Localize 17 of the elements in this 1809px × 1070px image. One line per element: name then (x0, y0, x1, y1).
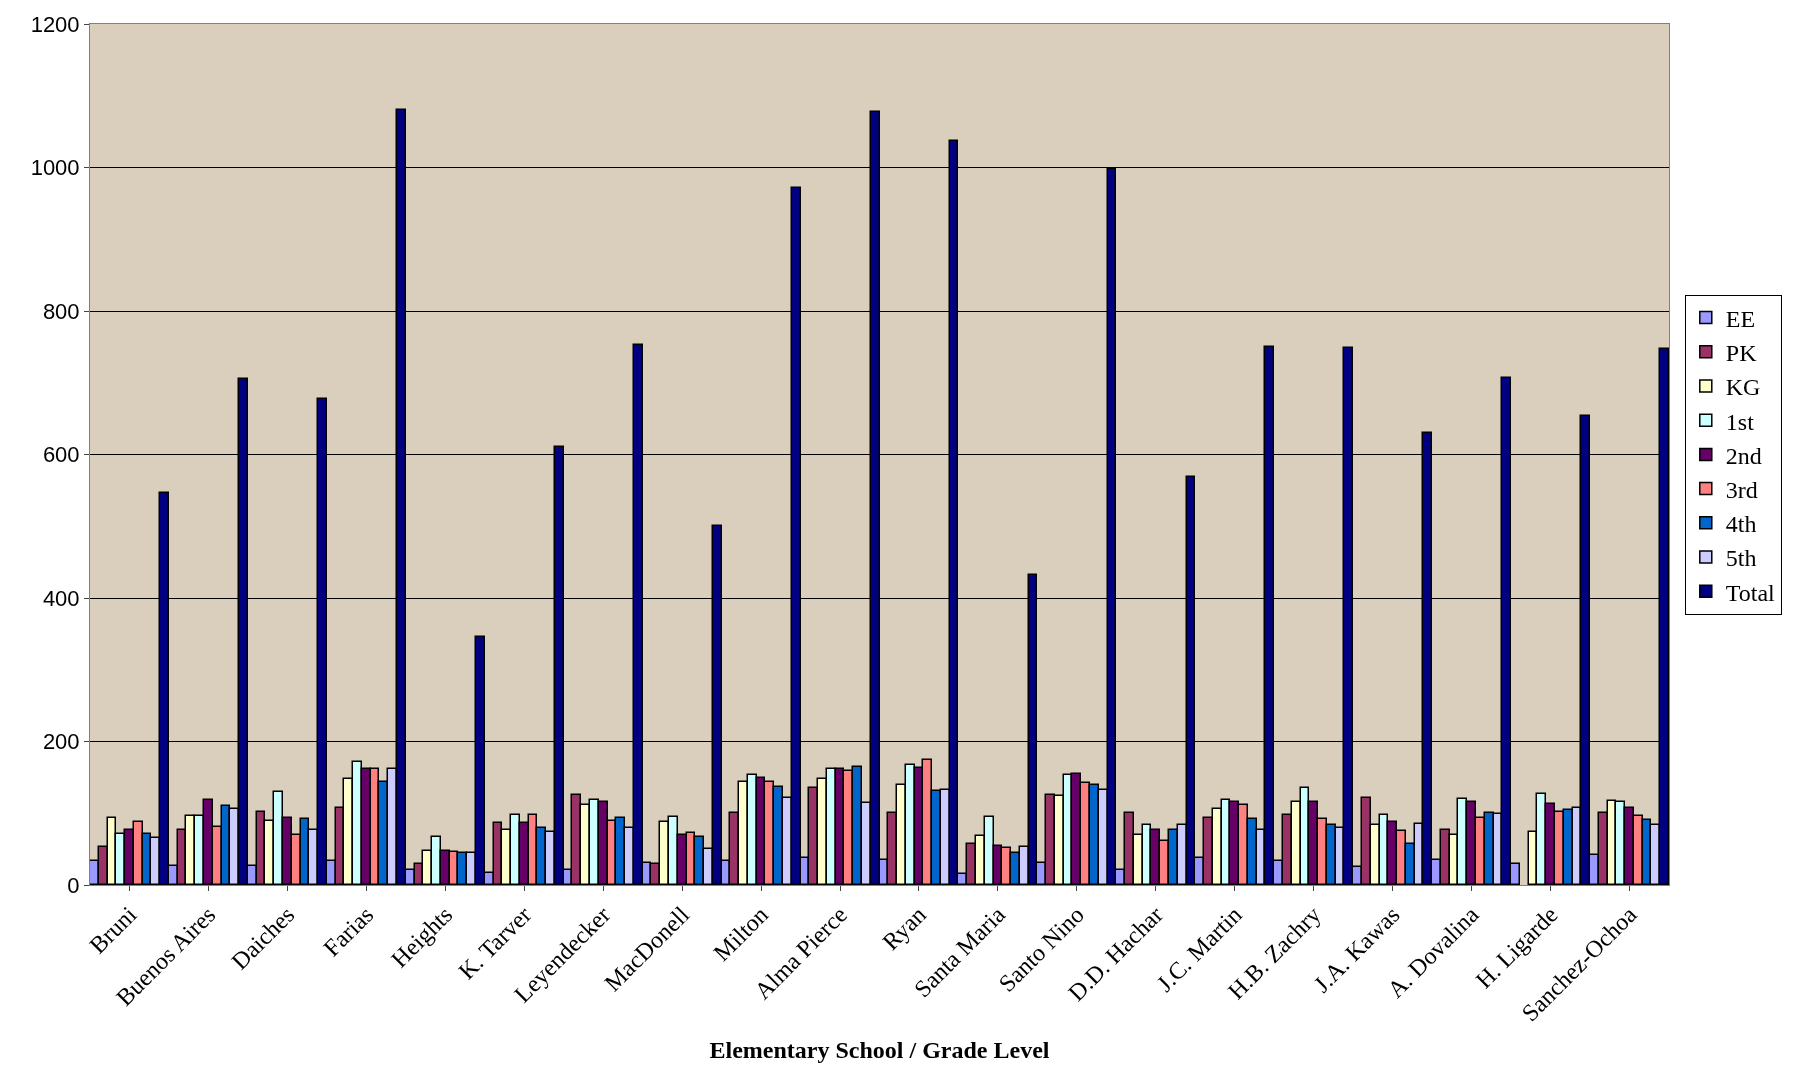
y-tick-label: 1000 (30, 155, 80, 181)
legend-label: KG (1725, 374, 1761, 401)
legend-label: 2nd (1725, 442, 1762, 469)
legend-label: Total (1725, 579, 1776, 606)
y-tick-label: 0 (67, 872, 80, 898)
y-tick-label: 800 (42, 298, 80, 324)
legend-label: 4th (1725, 511, 1757, 538)
legend-label: 5th (1725, 545, 1757, 572)
x-axis-title: Elementary School / Grade Level (709, 1036, 1050, 1063)
legend-label: EE (1725, 305, 1756, 332)
y-tick-label: 200 (42, 729, 80, 755)
legend-label: 3rd (1725, 476, 1758, 503)
y-tick-label: 400 (42, 585, 80, 611)
legend-label: PK (1725, 340, 1758, 367)
y-tick-label: 1200 (30, 11, 80, 37)
y-tick-label: 600 (42, 442, 80, 468)
legend-label: 1st (1725, 408, 1755, 435)
